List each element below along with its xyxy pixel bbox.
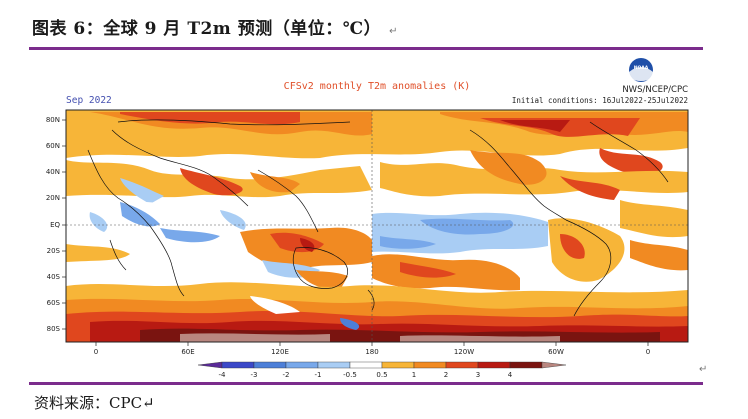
lat-label: 80N — [46, 116, 60, 124]
gridlines — [66, 110, 688, 342]
lat-label: 80S — [47, 325, 61, 333]
coastlines — [87, 119, 669, 317]
colorbar-tick-label: 3 — [476, 371, 480, 379]
colorbar-swatch — [349, 361, 383, 369]
top-divider — [29, 47, 703, 50]
colorbar-tick-label: 1 — [412, 371, 416, 379]
colorbar-tick-label: 0.5 — [376, 371, 387, 379]
lat-label: 20N — [46, 194, 60, 202]
logo-text: NOAA — [634, 65, 649, 71]
lon-label: 0 — [646, 348, 650, 356]
noaa-logo-icon: NOAA — [629, 58, 653, 82]
lat-label: 20S — [47, 247, 61, 255]
longitude-labels: 0 60E 120E 180 120W 60W 0 — [94, 348, 650, 356]
figure-title-text: 图表 6：全球 9 月 T2m 预测（单位：℃） — [32, 19, 382, 39]
colorbar-tick-label: 2 — [444, 371, 448, 379]
figure-title: 图表 6：全球 9 月 T2m 预测（单位：℃） ↵ — [32, 14, 398, 39]
colorbar-tick-label: -4 — [219, 371, 227, 379]
colorbar-end-arrow — [197, 361, 223, 369]
colorbar-swatch — [445, 361, 479, 369]
lat-label: 40S — [47, 273, 61, 281]
colorbar-tick-label: -0.5 — [343, 371, 357, 379]
colorbar-swatch — [317, 361, 351, 369]
lat-label: EQ — [50, 221, 60, 229]
map-frame — [65, 109, 689, 343]
colorbar: -4 -3 -2 -1 -0.5 0.5 1 2 3 4 — [197, 361, 567, 379]
lat-label: 40N — [46, 168, 60, 176]
colorbar-end-arrow — [541, 361, 567, 369]
colorbar-tick-label: 4 — [508, 371, 513, 379]
paragraph-mark-icon: ↵ — [389, 26, 398, 37]
lon-label: 120E — [271, 348, 289, 356]
colorbar-tick-label: -2 — [283, 371, 290, 379]
colorbar-swatch — [509, 361, 543, 369]
source-note: 资料来源：CPC↵ — [34, 394, 155, 412]
agency-label: NWS/NCEP/CPC — [622, 85, 688, 95]
lon-label: 0 — [94, 348, 98, 356]
initial-conditions: Initial conditions: 16Jul2022-25Jul2022 — [512, 96, 688, 105]
colorbar-swatch — [477, 361, 511, 369]
colorbar-swatch — [285, 361, 319, 369]
lat-label: 60S — [47, 299, 61, 307]
lon-label: 180 — [365, 348, 378, 356]
colorbar-swatch — [253, 361, 287, 369]
colorbar-tick-label: -1 — [315, 371, 322, 379]
colorbar-swatch — [381, 361, 415, 369]
colorbar-swatch — [221, 361, 255, 369]
latitude-labels: 80N 60N 40N 20N EQ 20S 40S 60S 80S — [46, 116, 61, 333]
lon-label: 60E — [181, 348, 194, 356]
colorbar-tick-label: -3 — [251, 371, 258, 379]
map-title: CFSv2 monthly T2m anomalies (K) — [284, 81, 471, 92]
colorbar-swatch — [413, 361, 447, 369]
anomaly-field — [66, 110, 688, 342]
lon-label: 120W — [454, 348, 474, 356]
axis-ticks — [62, 119, 649, 346]
lat-label: 60N — [46, 142, 60, 150]
forecast-month: Sep 2022 — [66, 95, 112, 106]
bottom-divider — [29, 382, 703, 385]
lon-label: 60W — [548, 348, 564, 356]
paragraph-mark-icon: ↵ — [699, 364, 708, 375]
